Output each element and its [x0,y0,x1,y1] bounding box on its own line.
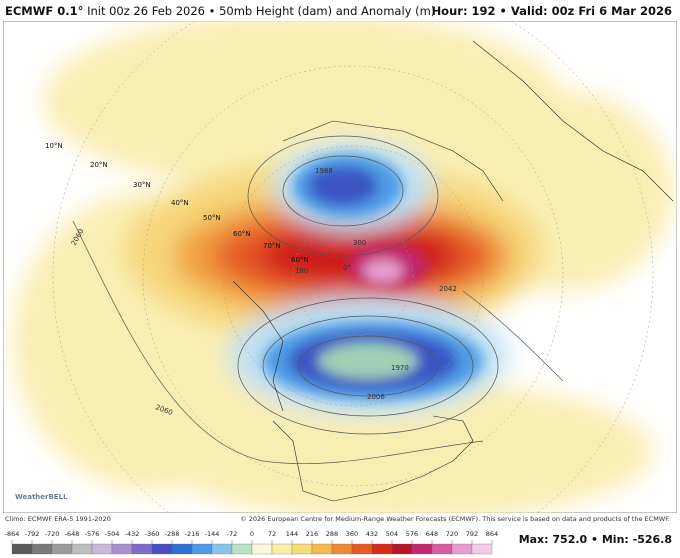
colorbar-swatch [151,543,173,555]
colorbar-swatch [391,543,413,555]
colorbar-tick-label: 504 [386,530,398,538]
contour-label: 2006 [367,393,385,401]
colorbar-tick-label: -648 [65,530,80,538]
colorbar-swatch [471,543,493,555]
colorbar-tick-label: -72 [227,530,238,538]
valid-time: Hour: 192 • Valid: 00z Fri 6 Mar 2026 [431,4,672,18]
lat-label: 70°N [263,242,281,250]
colorbar-swatch [91,543,113,555]
colorbar-swatch [171,543,193,555]
colorbar-swatch [131,543,153,555]
colorbar-tick-label: -288 [165,530,180,538]
graticule [52,21,654,513]
colorbar-tick-label: -144 [205,530,220,538]
lat-label: 30°N [133,181,151,189]
model-name: ECMWF 0.1° [5,4,84,18]
colorbar-swatch [231,543,253,555]
colorbar-tick-label: -792 [25,530,40,538]
latitude-labels: 10°N 20°N 30°N 40°N 50°N 60°N 70°N 80°N [45,142,309,264]
colorbar-swatch [191,543,213,555]
colorbar-tick-label: -216 [185,530,200,538]
contour-label: 1988 [315,167,333,175]
colorbar-swatch [451,543,473,555]
colorbar-tick-label: -576 [85,530,100,538]
colorbar-swatch [71,543,93,555]
anomaly-cores [263,154,483,401]
height-contours [72,135,564,465]
lat-label: 40°N [171,199,189,207]
colorbar-swatch [431,543,453,555]
stats: Max: 752.0 • Min: -526.8 [518,533,672,546]
contour-label: 1970 [391,364,409,372]
title: Init 00z 26 Feb 2026 • 50mb Height (dam)… [87,4,436,18]
contour-label: 300 [353,239,366,247]
lat-label: 60°N [233,230,251,238]
colorbar-tick-label: 72 [268,530,276,538]
colorbar-tick-label: 576 [406,530,418,538]
colorbar-swatch [351,543,373,555]
lat-label: 20°N [90,161,108,169]
colorbar-tick-label: -432 [125,530,140,538]
colorbar: -864 -792 -720 -648 -576 -504 -432 -360 -288 -216… [5,530,498,555]
colorbar-swatch [311,543,333,555]
colorbar-tick-label: 720 [446,530,458,538]
contour-label: 0° [343,264,351,272]
colorbar-tick-label: 0 [250,530,254,538]
colorbar-tick-label: 864 [486,530,498,538]
colorbar-tick-label: 288 [326,530,338,538]
colorbar-tick-label: 648 [426,530,438,538]
colorbar-swatch [271,543,293,555]
colorbar-swatch [51,543,73,555]
colorbar-swatch [31,543,53,555]
colorbar-swatch [111,543,133,555]
contour-label: 2042 [439,285,457,293]
anomaly-field [13,21,673,513]
colorbar-tick-label: -864 [5,530,20,538]
footer-right: © 2026 European Centre for Medium-Range … [240,515,670,523]
coastlines [232,40,674,502]
colorbar-tick-label: 432 [366,530,378,538]
lat-label: 10°N [45,142,63,150]
map: 10°N 20°N 30°N 40°N 50°N 60°N 70°N 80°N … [3,21,677,513]
lat-label: 80°N [291,256,309,264]
colorbar-swatch [371,543,393,555]
contour-label: 180 [295,267,308,275]
colorbar-swatch [411,543,433,555]
colorbar-tick-label: 792 [466,530,478,538]
header-title: ECMWF 0.1° Init 00z 26 Feb 2026 • 50mb H… [5,4,435,18]
colorbar-swatch [331,543,353,555]
colorbar-tick-label: 144 [286,530,298,538]
colorbar-swatch [11,543,33,555]
colorbar-swatch [291,543,313,555]
colorbar-tick-label: -720 [45,530,60,538]
colorbar-swatch [211,543,233,555]
contour-labels: 1988 2060 2060 180 0° 300 2042 1970 2006 [70,167,457,417]
footer-left: Climo: ECMWF ERA-5 1991-2020 [5,515,111,523]
colorbar-tick-label: -504 [105,530,120,538]
colorbar-tick-label: -360 [145,530,160,538]
watermark: WeatherBELL [15,493,68,501]
colorbar-tick-label: 360 [346,530,358,538]
lat-label: 50°N [203,214,221,222]
colorbar-tick-label: 216 [306,530,318,538]
colorbar-swatch [251,543,273,555]
